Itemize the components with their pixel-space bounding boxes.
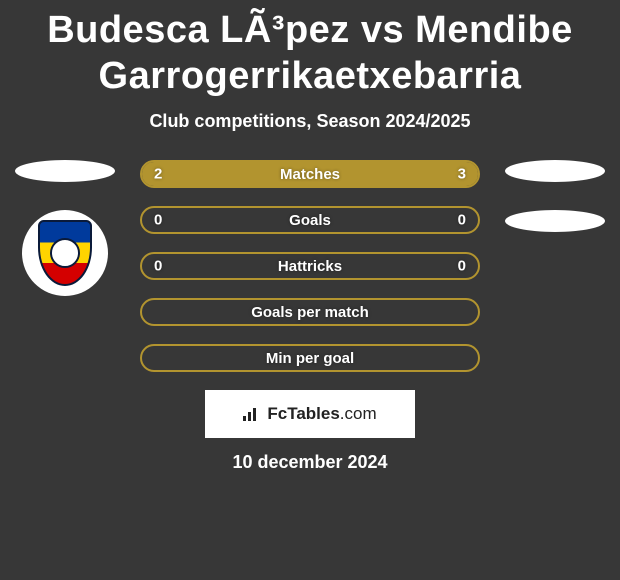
right-player-badges bbox=[500, 160, 610, 260]
stat-bars-container: 2 3 Matches 0 0 Goals 0 0 Hattricks Goals per mat… bbox=[140, 160, 480, 372]
stat-row: Min per goal bbox=[140, 344, 480, 372]
placeholder-oval-icon bbox=[505, 160, 605, 182]
brand-domain: .com bbox=[340, 404, 377, 423]
left-player-badges bbox=[10, 160, 120, 296]
shield-icon bbox=[38, 220, 92, 286]
stat-row: 2 3 Matches bbox=[140, 160, 480, 188]
stat-row: Goals per match bbox=[140, 298, 480, 326]
stat-label: Matches bbox=[280, 166, 340, 183]
stat-value-right: 0 bbox=[458, 212, 466, 229]
stat-label: Goals per match bbox=[251, 304, 369, 321]
snapshot-date: 10 december 2024 bbox=[0, 452, 620, 473]
comparison-title: Budesca LÃ³pez vs Mendibe Garrogerrikaet… bbox=[0, 0, 620, 99]
comparison-subtitle: Club competitions, Season 2024/2025 bbox=[0, 111, 620, 132]
stat-value-right: 3 bbox=[458, 166, 466, 183]
brand-name: FcTables bbox=[267, 404, 339, 423]
stat-label: Goals bbox=[289, 212, 331, 229]
stat-label: Hattricks bbox=[278, 258, 342, 275]
brand-box: FcTables.com bbox=[205, 390, 415, 438]
placeholder-oval-icon bbox=[505, 210, 605, 232]
placeholder-oval-icon bbox=[15, 160, 115, 182]
bar-chart-icon bbox=[243, 407, 261, 421]
stat-row: 0 0 Goals bbox=[140, 206, 480, 234]
club-crest-left bbox=[22, 210, 108, 296]
stat-row: 0 0 Hattricks bbox=[140, 252, 480, 280]
comparison-layout: 2 3 Matches 0 0 Goals 0 0 Hattricks Goals per mat… bbox=[0, 160, 620, 372]
stat-value-left: 0 bbox=[154, 258, 162, 275]
stat-value-left: 0 bbox=[154, 212, 162, 229]
stat-value-right: 0 bbox=[458, 258, 466, 275]
brand-text: FcTables.com bbox=[267, 404, 376, 424]
stat-value-left: 2 bbox=[154, 166, 162, 183]
stat-label: Min per goal bbox=[266, 350, 354, 367]
